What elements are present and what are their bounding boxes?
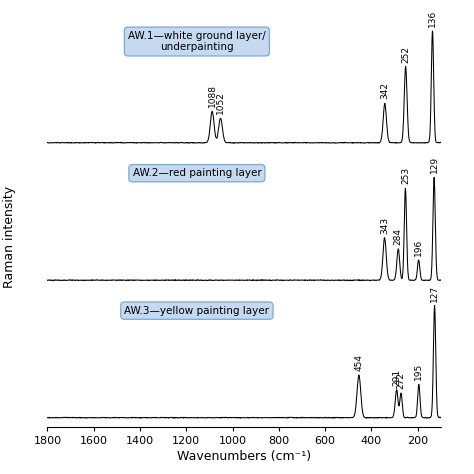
Text: AW.1—white ground layer/
underpainting: AW.1—white ground layer/ underpainting (128, 31, 266, 52)
Text: 454: 454 (355, 354, 364, 371)
Text: 127: 127 (430, 284, 439, 301)
Text: 284: 284 (394, 228, 403, 245)
Text: 196: 196 (414, 239, 423, 256)
Text: Raman intensity: Raman intensity (3, 186, 16, 288)
Text: AW.2—red painting layer: AW.2—red painting layer (133, 168, 261, 178)
Text: 272: 272 (397, 372, 406, 389)
Text: 343: 343 (380, 217, 389, 234)
Text: 253: 253 (401, 167, 410, 184)
Text: 136: 136 (428, 10, 437, 27)
Text: 252: 252 (401, 46, 410, 63)
Text: 1088: 1088 (208, 84, 217, 108)
Text: AW.3—yellow painting layer: AW.3—yellow painting layer (124, 306, 269, 316)
Text: 291: 291 (392, 369, 401, 386)
Text: 1052: 1052 (216, 91, 225, 115)
Text: 129: 129 (429, 156, 438, 173)
Text: 342: 342 (380, 82, 389, 100)
X-axis label: Wavenumbers (cm⁻¹): Wavenumbers (cm⁻¹) (177, 450, 311, 463)
Text: 195: 195 (414, 363, 423, 381)
